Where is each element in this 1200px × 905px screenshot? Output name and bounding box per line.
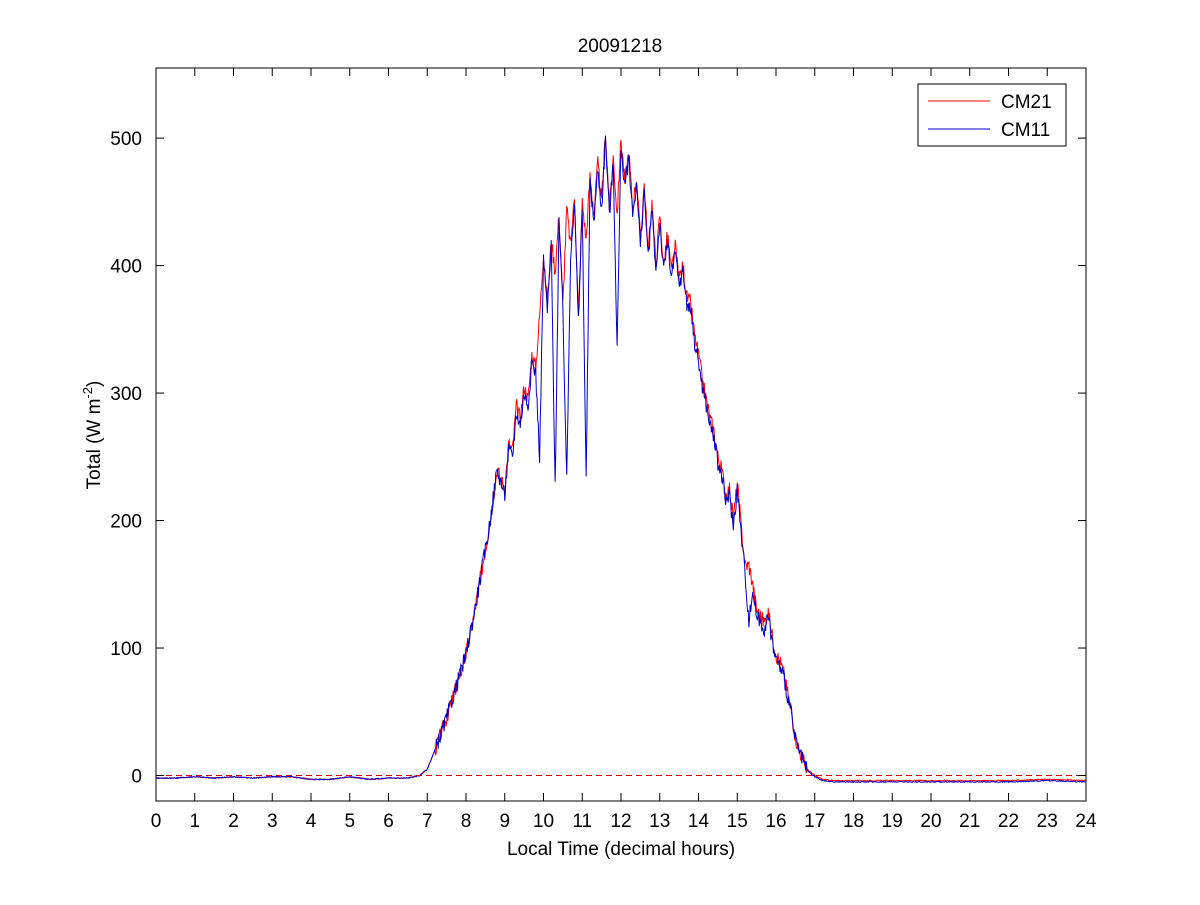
y-axis-title-superscript: -2 [80, 387, 95, 399]
x-tick-label: 16 [765, 811, 786, 832]
x-tick-label: 1 [189, 811, 200, 832]
x-tick-label: 22 [998, 811, 1019, 832]
x-tick-label: 15 [727, 811, 748, 832]
data-layer [155, 135, 1087, 784]
legend-label-cm21: CM21 [1001, 92, 1052, 113]
y-axis-title-suffix: ) [84, 381, 105, 387]
x-tick-label: 6 [383, 811, 394, 832]
legend: CM21 CM11 [917, 83, 1067, 147]
legend-label-cm11: CM11 [1001, 120, 1050, 141]
y-tick-label: 100 [110, 639, 142, 660]
legend-box [917, 83, 1067, 147]
x-tick-label: 3 [267, 811, 278, 832]
plot-area [155, 67, 1087, 802]
x-tick-label: 20 [920, 811, 941, 832]
x-tick-label: 0 [151, 811, 162, 832]
x-tick-label: 12 [610, 811, 631, 832]
x-tick-label: 11 [572, 811, 592, 832]
y-axis-title-main: Total (W m [84, 399, 105, 490]
x-tick-label: 4 [306, 811, 317, 832]
y-tick-label: 400 [110, 257, 142, 278]
x-tick-label: 5 [344, 811, 355, 832]
x-tick-label: 17 [804, 811, 825, 832]
y-axis-title: Total (W m-2) [80, 381, 105, 490]
x-axis-title: Local Time (decimal hours) [507, 839, 735, 860]
x-tick-label: 13 [649, 811, 670, 832]
chart-title: 20091218 [578, 36, 663, 57]
x-axis: 0 1 2 3 4 5 6 7 8 9 10 11 12 13 14 15 16 17 18 19 20 21 22 23 24 [151, 68, 1097, 832]
series-line-cm11 [155, 135, 1087, 784]
x-tick-label: 24 [1075, 811, 1097, 832]
x-tick-label: 19 [882, 811, 903, 832]
plot-frame [155, 67, 1087, 802]
x-tick-label: 2 [228, 811, 239, 832]
x-tick-label: 23 [1037, 811, 1058, 832]
x-tick-label: 10 [533, 811, 554, 832]
x-tick-label: 7 [422, 811, 433, 832]
x-tick-label: 9 [499, 811, 510, 832]
y-tick-label: 0 [131, 767, 142, 788]
x-tick-label: 8 [461, 811, 472, 832]
y-axis: 0 100 200 300 400 500 [110, 129, 1086, 788]
x-tick-label: 14 [688, 811, 710, 832]
y-tick-label: 500 [110, 129, 142, 150]
y-tick-label: 300 [110, 384, 142, 405]
x-tick-label: 18 [843, 811, 864, 832]
y-tick-label: 200 [110, 512, 142, 533]
x-tick-label: 21 [959, 811, 980, 832]
